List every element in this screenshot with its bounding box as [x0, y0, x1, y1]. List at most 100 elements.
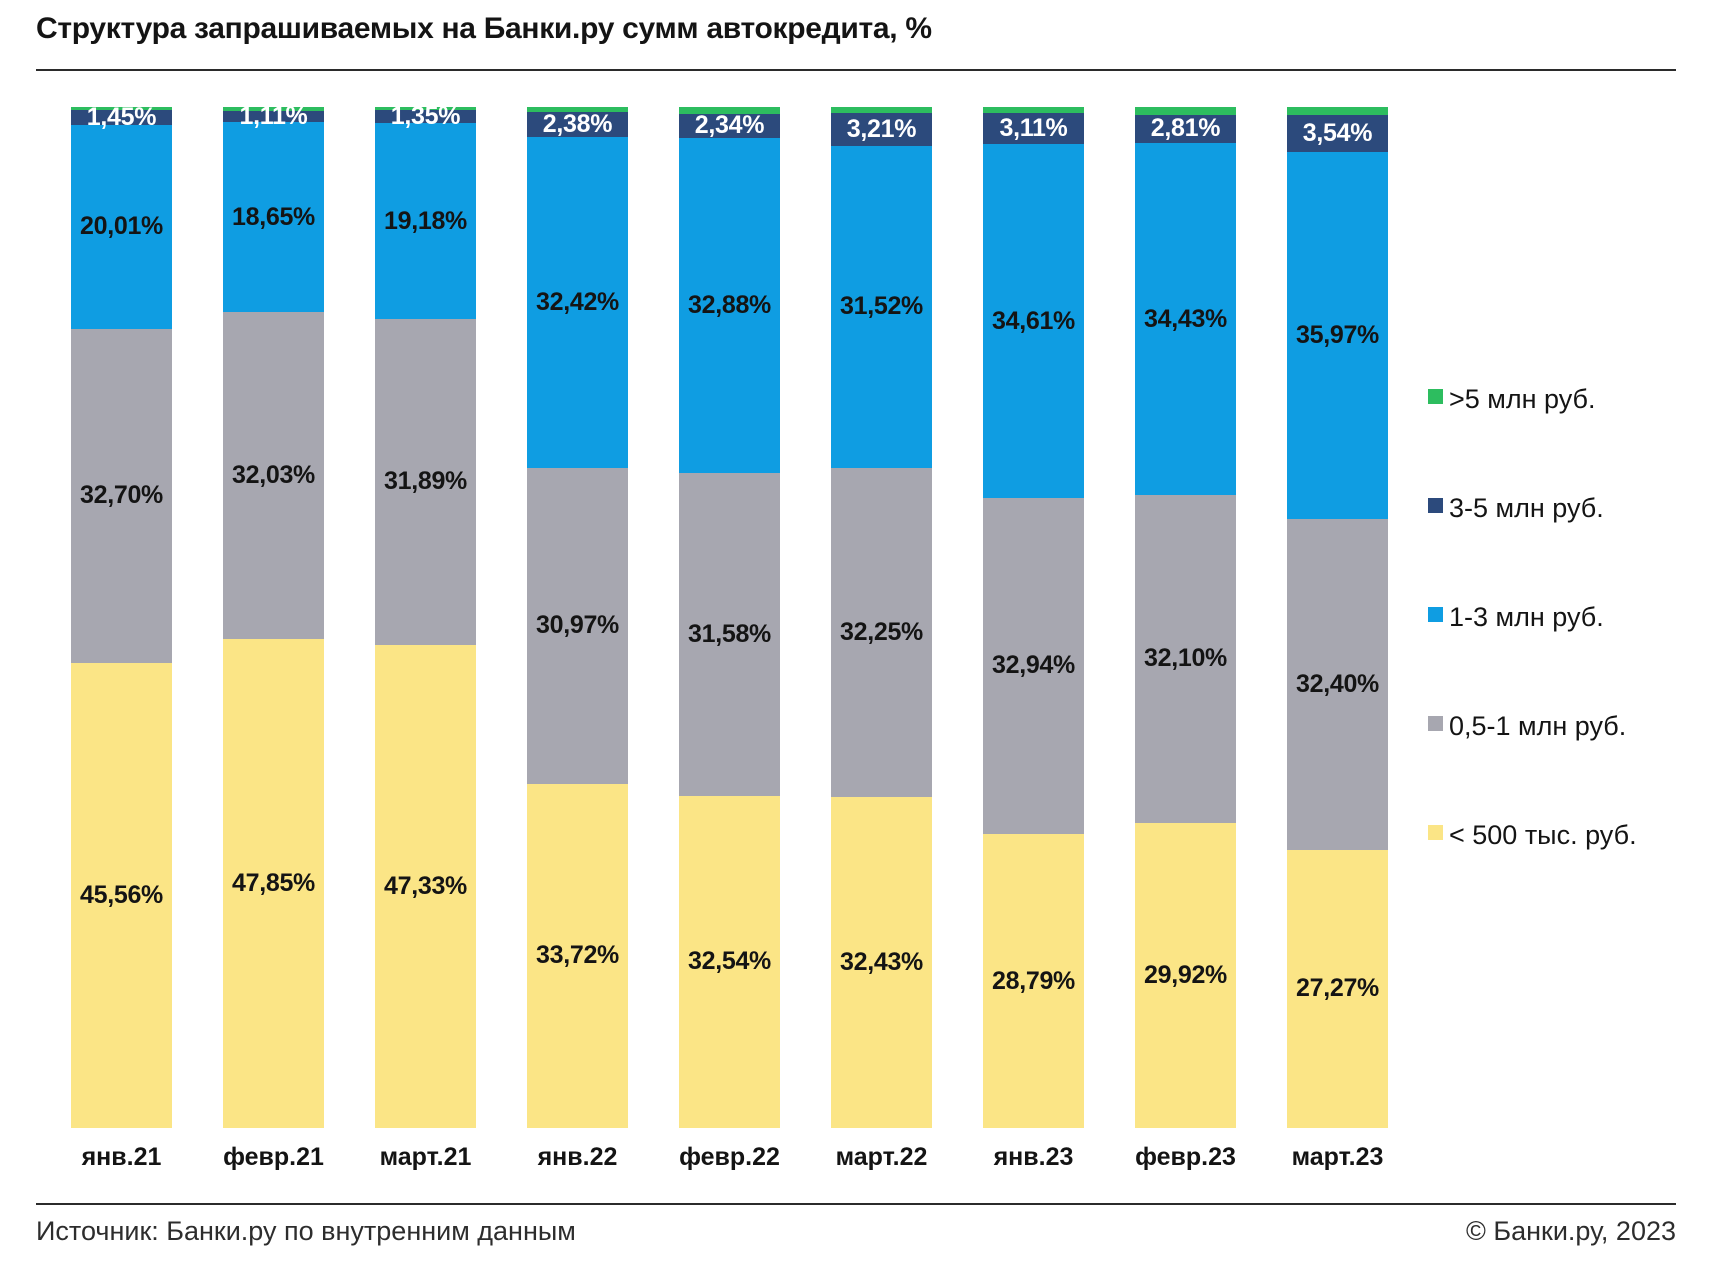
bar-segment: 32,70%	[71, 328, 172, 663]
legend-swatch-icon	[1428, 498, 1443, 513]
bar-segment	[527, 107, 628, 113]
legend-item: < 500 тыс. руб.	[1428, 820, 1637, 851]
bar-segment: 32,03%	[223, 312, 324, 640]
segment-value-label: 31,89%	[384, 467, 467, 496]
segment-value-label: 30,97%	[536, 611, 619, 640]
bar-segment: 32,43%	[831, 796, 932, 1128]
stacked-bar-март.23: 27,27% 32,40% 35,97% 3,54%	[1287, 107, 1388, 1128]
bar-segment: 1,11%	[223, 102, 324, 130]
bar-segment: 32,25%	[831, 467, 932, 797]
legend-item: >5 млн руб.	[1428, 384, 1596, 415]
legend-item: 1-3 млн руб.	[1428, 602, 1604, 633]
bar-segment: 34,61%	[983, 144, 1084, 498]
legend-label: 0,5-1 млн руб.	[1449, 711, 1627, 741]
bar-segment: 2,38%	[527, 110, 628, 138]
legend-swatch-icon	[1428, 389, 1443, 404]
bottom-divider	[36, 1203, 1676, 1205]
bar-segment: 32,94%	[983, 497, 1084, 835]
bar-segment	[831, 107, 932, 114]
segment-value-label: 32,88%	[688, 291, 771, 319]
bar-segment	[679, 107, 780, 114]
segment-value-label: 32,94%	[992, 651, 1075, 680]
legend-swatch-icon	[1428, 716, 1443, 731]
bar-segment: 2,81%	[1135, 114, 1236, 144]
x-axis: янв.21 февр.21 март.21 янв.22 февр.22 март.22…	[71, 1143, 1401, 1177]
segment-value-label: 1,11%	[239, 101, 308, 130]
x-axis-label: янв.21	[81, 1143, 162, 1171]
bar-segment: 47,33%	[375, 644, 476, 1128]
segment-value-label: 47,33%	[384, 871, 467, 900]
segment-value-label: 20,01%	[80, 212, 163, 241]
bar-segment: 3,11%	[983, 112, 1084, 145]
chart-title: Структура запрашиваемых на Банки.ру сумм…	[36, 12, 932, 45]
x-axis-label: февр.22	[679, 1143, 780, 1171]
bar-segment: 31,89%	[375, 319, 476, 645]
stacked-bar-янв.23: 28,79% 32,94% 34,61% 3,11%	[983, 107, 1084, 1128]
segment-value-label: 3,21%	[846, 114, 917, 143]
bar-segment: 29,92%	[1135, 822, 1236, 1128]
legend-item: 0,5-1 млн руб.	[1428, 711, 1626, 742]
segment-value-label: 32,70%	[80, 481, 163, 510]
bar-segment	[983, 107, 1084, 113]
legend-label: 3-5 млн руб.	[1449, 493, 1604, 523]
legend-swatch-icon	[1428, 607, 1443, 622]
segment-value-label: 2,81%	[1150, 114, 1221, 143]
segment-value-label: 45,56%	[80, 880, 163, 909]
bar-segment: 2,34%	[679, 111, 780, 139]
bar-segment	[1287, 107, 1388, 116]
bar-segment: 47,85%	[223, 639, 324, 1128]
segment-value-label: 31,52%	[840, 292, 923, 321]
segment-value-label: 32,10%	[1144, 644, 1227, 673]
bar-segment: 31,52%	[831, 145, 932, 468]
top-divider	[36, 69, 1676, 71]
legend-label: 1-3 млн руб.	[1449, 602, 1604, 632]
bar-segment: 30,97%	[527, 467, 628, 784]
segment-value-label: 32,25%	[840, 617, 923, 646]
x-axis-label: янв.23	[993, 1143, 1074, 1171]
bar-segment	[223, 107, 324, 111]
segment-value-label: 35,97%	[1296, 320, 1379, 349]
stacked-bar-янв.21: 45,56% 32,70% 20,01% 1,45%	[71, 103, 172, 1128]
segment-value-label: 34,43%	[1144, 304, 1227, 333]
bar-segment: 33,72%	[527, 783, 628, 1128]
x-axis-label: март.22	[835, 1143, 928, 1171]
bar-segment: 1,35%	[375, 102, 476, 130]
segment-value-label: 32,54%	[688, 947, 771, 976]
bar-segment: 35,97%	[1287, 151, 1388, 519]
stacked-bar-февр.22: 32,54% 31,58% 32,88% 2,34%	[679, 107, 780, 1128]
stacked-bar-март.21: 47,33% 31,89% 19,18% 1,35%	[375, 102, 476, 1128]
legend-label: >5 млн руб.	[1449, 384, 1596, 414]
bar-segment: 20,01%	[71, 124, 172, 329]
stacked-bar-февр.23: 29,92% 32,10% 34,43% 2,81%	[1135, 107, 1236, 1128]
bar-segment: 32,10%	[1135, 494, 1236, 823]
plot-area: 45,56% 32,70% 20,01% 1,45% 47,85% 32,03% 18,65…	[71, 102, 1401, 1128]
x-axis-label: февр.23	[1135, 1143, 1236, 1171]
segment-value-label: 47,85%	[232, 869, 315, 898]
copyright-note: © Банки.ру, 2023	[1465, 1216, 1676, 1246]
x-axis-label: март.23	[1291, 1143, 1384, 1171]
bar-segment: 1,45%	[71, 103, 172, 131]
segment-value-label: 32,42%	[536, 287, 619, 316]
segment-value-label: 1,35%	[390, 101, 461, 130]
bar-segment: 19,18%	[375, 123, 476, 320]
bar-segment: 3,54%	[1287, 115, 1388, 152]
bar-segment: 32,42%	[527, 136, 628, 468]
segment-value-label: 32,43%	[840, 947, 923, 976]
segment-value-label: 32,03%	[232, 461, 315, 490]
legend-swatch-icon	[1428, 825, 1443, 840]
segment-value-label: 32,40%	[1296, 669, 1379, 698]
segment-value-label: 18,65%	[232, 202, 315, 231]
source-note: Источник: Банки.ру по внутренним данным	[36, 1216, 576, 1246]
bar-segment: 3,21%	[831, 113, 932, 146]
legend-item: 3-5 млн руб.	[1428, 493, 1604, 524]
bar-segment: 32,40%	[1287, 518, 1388, 850]
bar-segment	[1135, 107, 1236, 115]
bar-segment: 32,54%	[679, 795, 780, 1128]
bar-segment: 45,56%	[71, 662, 172, 1128]
segment-value-label: 28,79%	[992, 966, 1075, 995]
segment-value-label: 29,92%	[1144, 960, 1227, 989]
bar-segment	[71, 107, 172, 110]
x-axis-label: янв.22	[537, 1143, 618, 1171]
bar-segment: 31,58%	[679, 473, 780, 796]
